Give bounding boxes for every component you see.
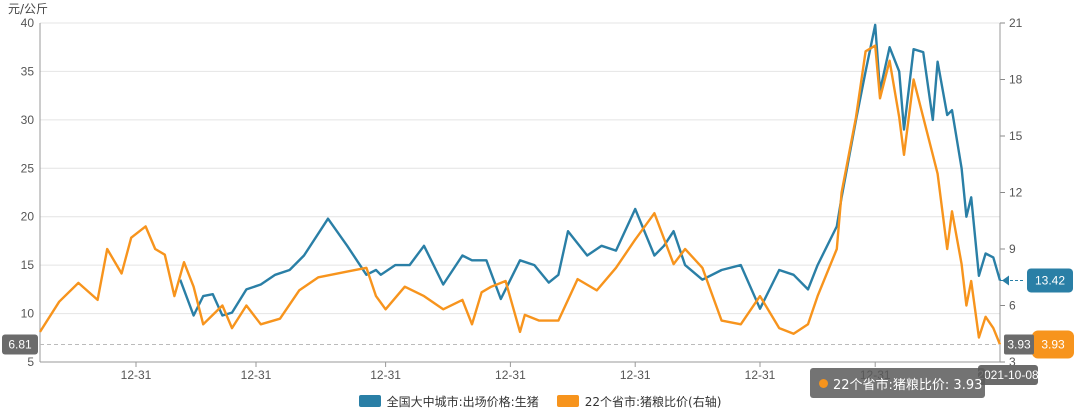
right-tick-label: 12 — [1009, 186, 1023, 200]
series-line-0 — [179, 23, 1002, 317]
x-tick-label: 12-31 — [745, 368, 776, 382]
x-tick-label: 12-31 — [495, 368, 526, 382]
series-1-end-box — [1032, 330, 1074, 359]
x-tick-label: 12-31 — [370, 368, 401, 382]
left-tick-label: 10 — [21, 307, 35, 321]
series-layer — [38, 23, 1002, 345]
end-date-label: 2021-10-08 — [977, 368, 1039, 382]
legend-label-hog-price: 全国大中城市:出场价格:生猪 — [386, 394, 539, 409]
series-0-end-arrow — [1002, 275, 1009, 286]
left-tick-label: 5 — [27, 355, 34, 369]
series-line-1 — [38, 44, 1002, 345]
legend-item-hog-price[interactable]: 全国大中城市:出场价格:生猪 — [358, 392, 539, 410]
left-axis-unit: 元/公斤 — [8, 2, 48, 16]
axes: 5 10 15 20 25 30 35 40 3 6 9 12 15 18 21 12-31 12-31 12-3… — [21, 16, 1023, 382]
start-marker-box — [2, 334, 38, 355]
series-1-value-box — [1004, 334, 1034, 355]
x-tick-label: 12-31 — [241, 368, 272, 382]
right-tick-label: 15 — [1009, 129, 1023, 143]
right-tick-label: 6 — [1009, 299, 1016, 313]
series-0-end-label: 13.42 — [1035, 273, 1065, 287]
left-tick-label: 30 — [21, 113, 35, 127]
left-tick-label: 15 — [21, 258, 35, 272]
left-tick-label: 40 — [21, 16, 35, 30]
legend-swatch-hog-grain-ratio — [556, 395, 579, 407]
tooltip-dot — [819, 378, 828, 388]
legend-swatch-hog-price — [358, 395, 381, 407]
right-tick-label: 9 — [1009, 242, 1016, 256]
tooltip: 22个省市:猪粮比价: 3.93 — [810, 368, 985, 398]
series-0-end-box — [1027, 268, 1073, 293]
right-tick-label: 18 — [1009, 73, 1023, 87]
legend-item-hog-grain-ratio[interactable]: 22个省市:猪粮比价(右轴) — [556, 392, 722, 410]
x-tick-label: 12-31 — [121, 368, 152, 382]
end-date-box — [978, 365, 1038, 385]
right-tick-label: 21 — [1009, 16, 1023, 30]
x-tick-label: 12-31 — [620, 368, 651, 382]
series-1-end-label: 3.93 — [1041, 337, 1065, 351]
gridlines — [40, 22, 1000, 315]
left-tick-label: 20 — [21, 210, 35, 224]
left-tick-label: 25 — [21, 161, 35, 175]
legend: 全国大中城市:出场价格:生猪 22个省市:猪粮比价(右轴) — [0, 392, 1080, 410]
right-tick-label: 3 — [1009, 355, 1016, 369]
series-1-value-label: 3.93 — [1007, 337, 1031, 351]
start-marker-label: 6.81 — [8, 337, 32, 351]
legend-label-hog-grain-ratio: 22个省市:猪粮比价(右轴) — [584, 394, 722, 409]
end-markers: 6.81 13.42 3.93 3.93 2021-10-08 — [2, 268, 1074, 385]
left-tick-label: 35 — [21, 64, 35, 78]
tooltip-text: 22个省市:猪粮比价: 3.93 — [833, 377, 983, 393]
